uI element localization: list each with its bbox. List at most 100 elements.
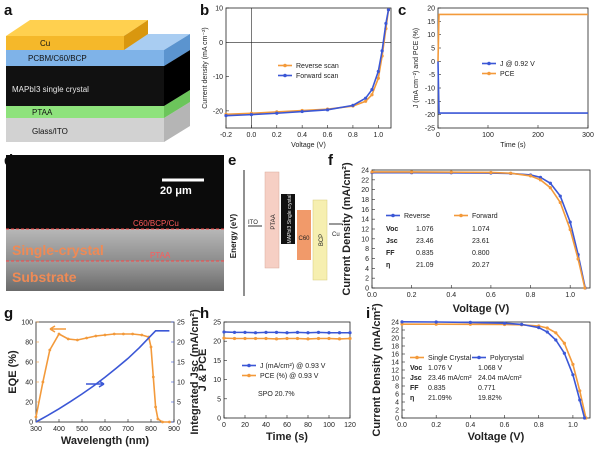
table-forward-value: 23.61 (472, 238, 490, 245)
x-tick-label: 0.2 (431, 422, 441, 429)
y-tick-label: 5 (431, 46, 435, 53)
y-tick-label: 0 (219, 40, 223, 47)
data-point (548, 181, 552, 185)
panel-label-g: g (4, 305, 13, 322)
x-tick-label: 0.2 (272, 132, 282, 139)
data-point (364, 99, 368, 103)
table-reverse-value: 0.835 (416, 250, 434, 257)
y2-tick-label: 0 (177, 420, 181, 427)
data-point-eqe (85, 336, 88, 340)
data-point (285, 331, 289, 335)
y-axis-label: Current Density (mA/cm²) (341, 162, 353, 296)
data-point (316, 330, 321, 334)
data-point (243, 330, 247, 334)
data-point (434, 320, 438, 324)
data-point (348, 336, 352, 341)
sem-label-ptaa: PTAA (150, 251, 171, 260)
data-point (509, 171, 513, 175)
panel-label-i: i (366, 305, 370, 322)
layer-label-ptaa: PTAA (32, 108, 53, 117)
data-point (327, 336, 331, 341)
y-tick-label: 16 (391, 352, 399, 359)
x-axis-label: Time (s) (500, 142, 525, 149)
y-tick-label: 5 (217, 396, 221, 403)
data-point-eqe (149, 345, 153, 349)
y-tick-label: 0 (431, 59, 435, 66)
legend-entry: J (mA/cm²) @ 0.93 V (260, 363, 326, 370)
x-axis-label: Wavelength (nm) (61, 435, 150, 447)
x-tick-label: 0 (436, 132, 440, 139)
legend-marker (283, 63, 287, 68)
y-axis-label: J (mA cm⁻²) and PCE (%) (413, 28, 420, 108)
energy-label-perovskite: MAPbI3 Single crystal (287, 195, 293, 244)
data-point (370, 170, 374, 174)
x-tick-label: 0.4 (446, 292, 456, 299)
data-point (285, 336, 289, 341)
data-point (583, 286, 587, 290)
data-point-eqe (57, 332, 61, 336)
data-point (370, 88, 374, 92)
data-point (400, 322, 404, 326)
table-forward-value: 1.074 (472, 226, 490, 233)
y-tick-label: 10 (427, 32, 435, 39)
y-tick-label: 10 (391, 376, 399, 383)
x-axis-label: Voltage (V) (453, 303, 510, 315)
data-point (520, 322, 524, 326)
y-tick-label: 4 (395, 400, 399, 407)
y-tick-label: 20 (427, 6, 435, 13)
data-point (300, 109, 304, 114)
spo-annotation: SPO 20.7% (258, 391, 295, 398)
x-tick-label: 100 (323, 422, 335, 429)
series-line (437, 13, 588, 62)
y-tick-label: -25 (425, 126, 435, 133)
table-row-label: Voc (410, 365, 422, 372)
x-tick-label: 0.4 (297, 132, 307, 139)
data-point (554, 331, 558, 335)
y-tick-label: 12 (391, 368, 399, 375)
series-line-eqe (35, 332, 170, 423)
data-point (376, 76, 380, 80)
legend-entry: Forward scan (296, 73, 339, 80)
series-line (401, 321, 586, 419)
y-axis-label: J & PCE (197, 349, 209, 392)
table-row-label: Voc (386, 226, 398, 233)
data-point (232, 330, 237, 334)
data-point (306, 331, 310, 335)
legend-entry: Forward (472, 213, 498, 220)
y-tick-label: 10 (213, 377, 221, 384)
x-tick-label: 40 (262, 422, 270, 429)
x-tick-label: 800 (145, 426, 157, 433)
y-tick-label: 8 (395, 384, 399, 391)
x-tick-label: 80 (304, 422, 312, 429)
legend-entry: Single Crystal (428, 355, 472, 362)
table-poly-value: 0.771 (478, 385, 496, 392)
data-point-eqe (103, 333, 107, 337)
data-point (264, 336, 268, 341)
data-point-eqe (154, 405, 158, 409)
y-tick-label: 22 (391, 328, 399, 335)
x-tick-label: 0.8 (526, 292, 536, 299)
y-tick-label: 20 (213, 339, 221, 346)
legend-marker (247, 363, 251, 368)
data-point (449, 170, 453, 174)
y-tick-label: 16 (361, 207, 369, 214)
x-tick-label: 60 (283, 422, 291, 429)
layer-label-pcbm: PCBM/C60/BCP (28, 54, 87, 63)
panel-label-c: c (398, 2, 406, 19)
x-tick-label: 0.8 (348, 132, 358, 139)
legend-entry: Polycrystal (490, 355, 524, 362)
table-row-label: FF (410, 385, 419, 392)
data-point-eqe (151, 375, 155, 379)
energy-axis-label: Energy (eV) (229, 213, 238, 258)
data-point (562, 351, 566, 355)
data-point (538, 178, 543, 182)
data-point-eqe (168, 420, 171, 424)
data-point (545, 326, 549, 330)
data-point (327, 331, 331, 335)
data-point (274, 330, 279, 334)
panel-label-e: e (228, 152, 236, 169)
y-axis-label: Current Density (mA/cm²) (371, 303, 383, 437)
data-point (571, 362, 575, 366)
data-point (295, 336, 300, 341)
